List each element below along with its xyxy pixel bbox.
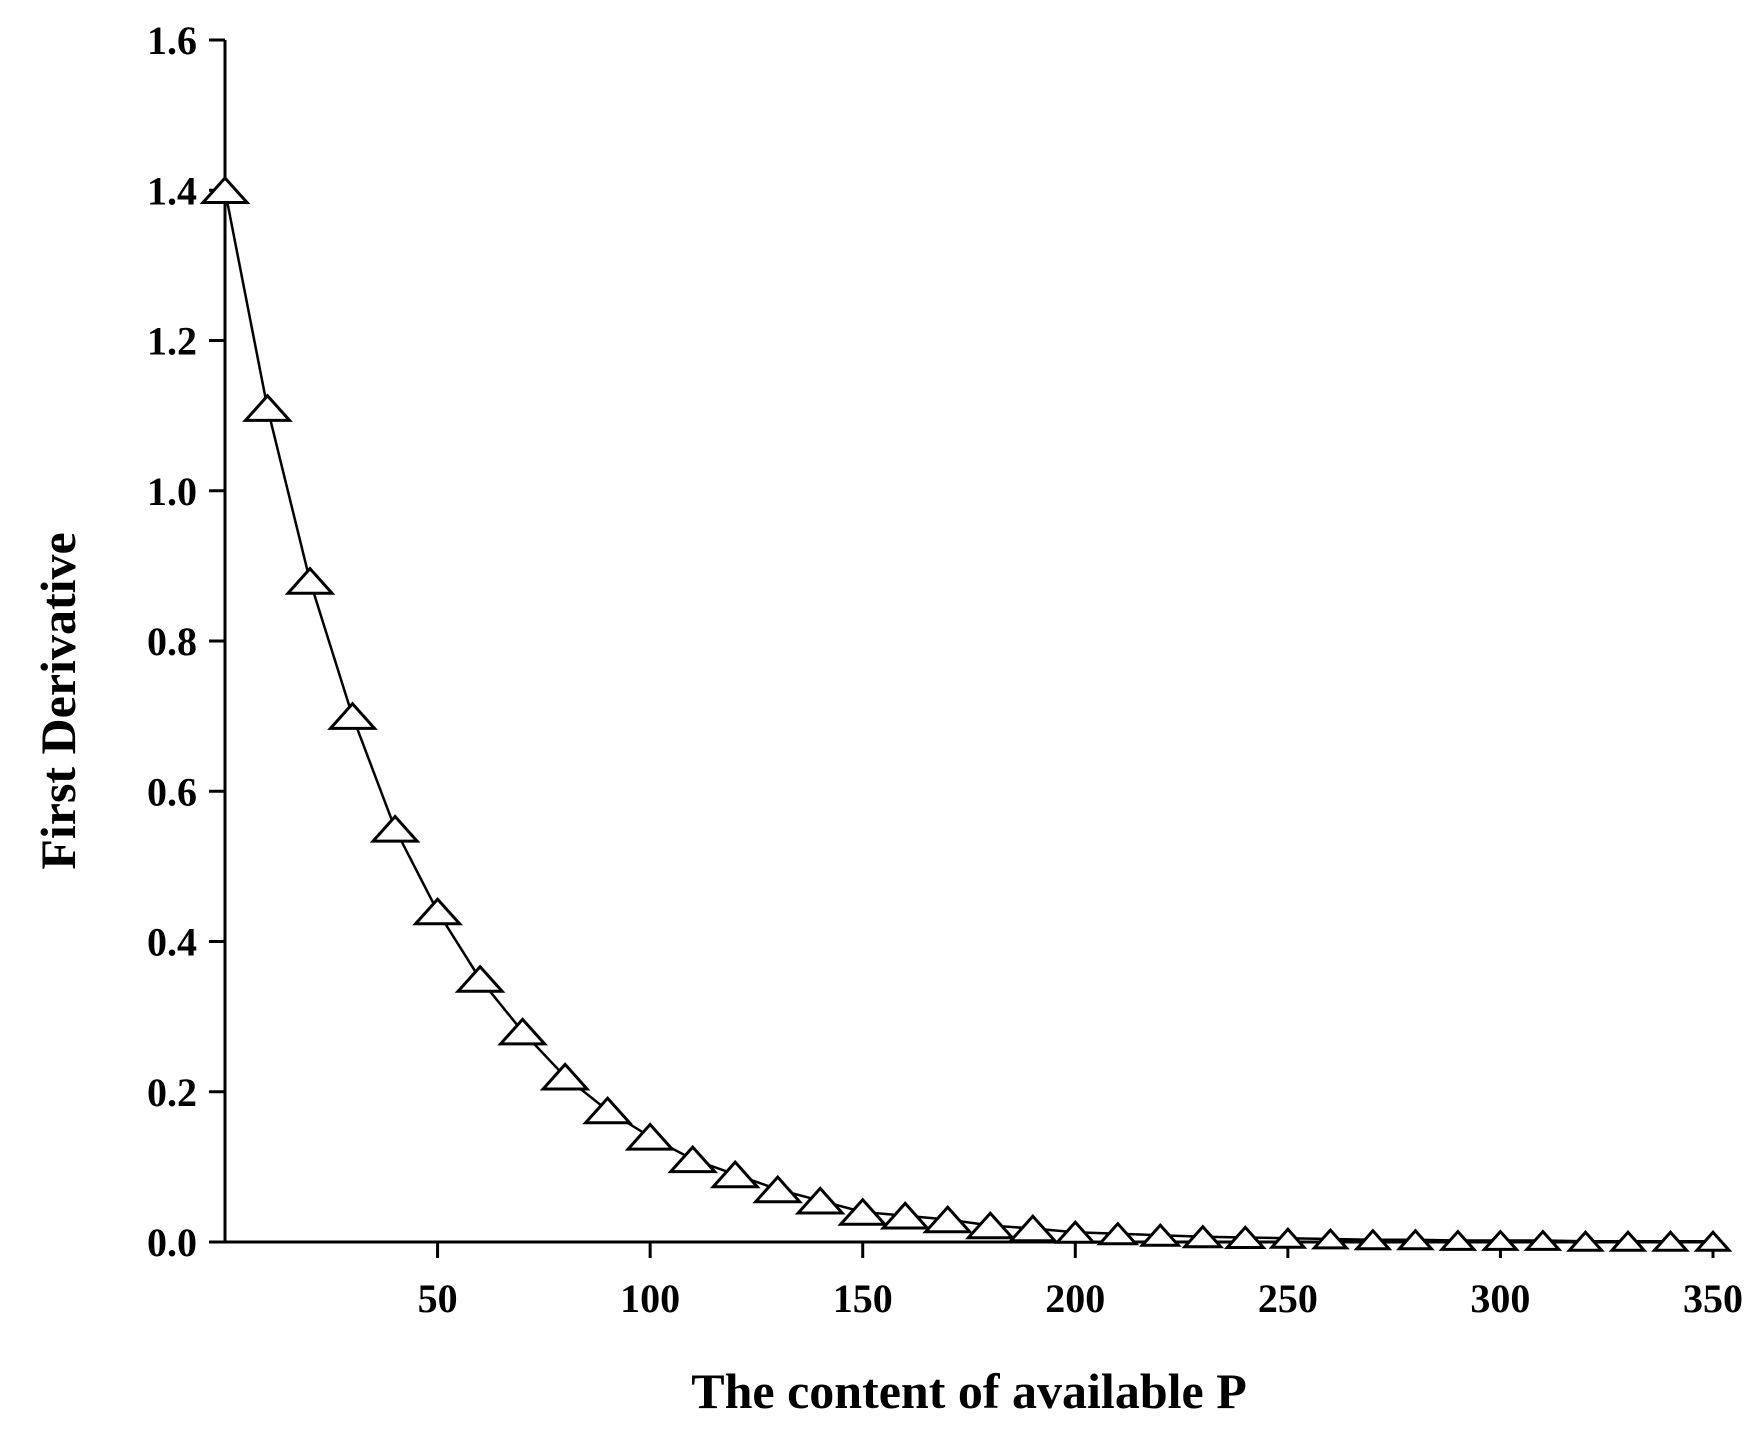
x-tick-label: 50 bbox=[418, 1276, 458, 1321]
data-point-marker bbox=[284, 566, 336, 595]
data-point-marker bbox=[1608, 1230, 1648, 1252]
x-tick-label: 250 bbox=[1258, 1276, 1318, 1321]
data-point-marker bbox=[369, 814, 421, 843]
data-point-marker bbox=[497, 1017, 548, 1046]
data-point-marker bbox=[624, 1122, 676, 1151]
data-point-marker bbox=[1311, 1227, 1350, 1250]
data-point-marker bbox=[1651, 1230, 1690, 1252]
data-point-marker bbox=[1353, 1228, 1393, 1251]
data-point-marker bbox=[327, 701, 378, 730]
data-point-marker bbox=[964, 1210, 1016, 1240]
data-point-marker bbox=[1481, 1229, 1520, 1251]
y-axis-title: First Derivative bbox=[30, 532, 86, 869]
data-point-marker bbox=[199, 175, 251, 204]
data-point-marker bbox=[412, 896, 463, 926]
x-axis-title: The content of available P bbox=[691, 1363, 1247, 1419]
plot-series bbox=[199, 175, 1733, 1252]
data-point-marker bbox=[1138, 1222, 1182, 1247]
y-tick-label: 0.8 bbox=[147, 619, 197, 664]
series-line bbox=[223, 190, 1713, 1243]
y-ticks: 0.0 0.2 0.4 0.6 0.8 1.0 1.2 1.4 1.6 bbox=[147, 18, 225, 1265]
y-tick-label: 0.6 bbox=[147, 769, 197, 814]
data-point-marker bbox=[1523, 1229, 1563, 1251]
x-tick-label: 150 bbox=[833, 1276, 893, 1321]
data-point-marker bbox=[837, 1197, 889, 1226]
data-point-marker bbox=[1053, 1219, 1097, 1244]
data-point-marker bbox=[1268, 1227, 1308, 1249]
data-point-marker bbox=[1438, 1229, 1478, 1251]
data-point-marker bbox=[1181, 1224, 1225, 1249]
x-tick-label: 100 bbox=[620, 1276, 680, 1321]
data-point-marker bbox=[879, 1201, 931, 1230]
y-tick-label: 0.0 bbox=[147, 1220, 197, 1265]
data-point-marker bbox=[667, 1144, 719, 1174]
data-point-marker bbox=[1096, 1221, 1140, 1246]
y-tick-label: 1.4 bbox=[147, 168, 197, 213]
axes bbox=[223, 40, 1713, 1244]
data-point-marker bbox=[752, 1174, 804, 1204]
data-point-marker bbox=[794, 1186, 846, 1215]
data-point-marker bbox=[1007, 1213, 1059, 1243]
x-tick-label: 300 bbox=[1470, 1276, 1530, 1321]
data-point-marker bbox=[1223, 1225, 1267, 1249]
x-tick-label: 200 bbox=[1045, 1276, 1105, 1321]
y-tick-label: 1.6 bbox=[147, 18, 197, 63]
x-ticks: 50 100 150 200 250 300 350 bbox=[418, 1242, 1743, 1321]
y-tick-label: 1.0 bbox=[147, 469, 197, 514]
data-point-marker bbox=[1693, 1230, 1733, 1252]
x-tick-label: 350 bbox=[1683, 1276, 1743, 1321]
y-tick-label: 0.2 bbox=[147, 1070, 197, 1115]
data-point-marker bbox=[242, 393, 293, 422]
data-point-marker bbox=[1566, 1230, 1605, 1252]
data-point-marker bbox=[454, 964, 506, 993]
data-point-marker bbox=[582, 1096, 633, 1125]
data-point-marker bbox=[922, 1204, 974, 1234]
data-point-marker bbox=[539, 1062, 591, 1091]
y-tick-label: 1.2 bbox=[147, 319, 197, 364]
data-point-marker bbox=[709, 1159, 761, 1189]
data-point-marker bbox=[1396, 1228, 1435, 1251]
y-tick-label: 0.4 bbox=[147, 920, 197, 965]
